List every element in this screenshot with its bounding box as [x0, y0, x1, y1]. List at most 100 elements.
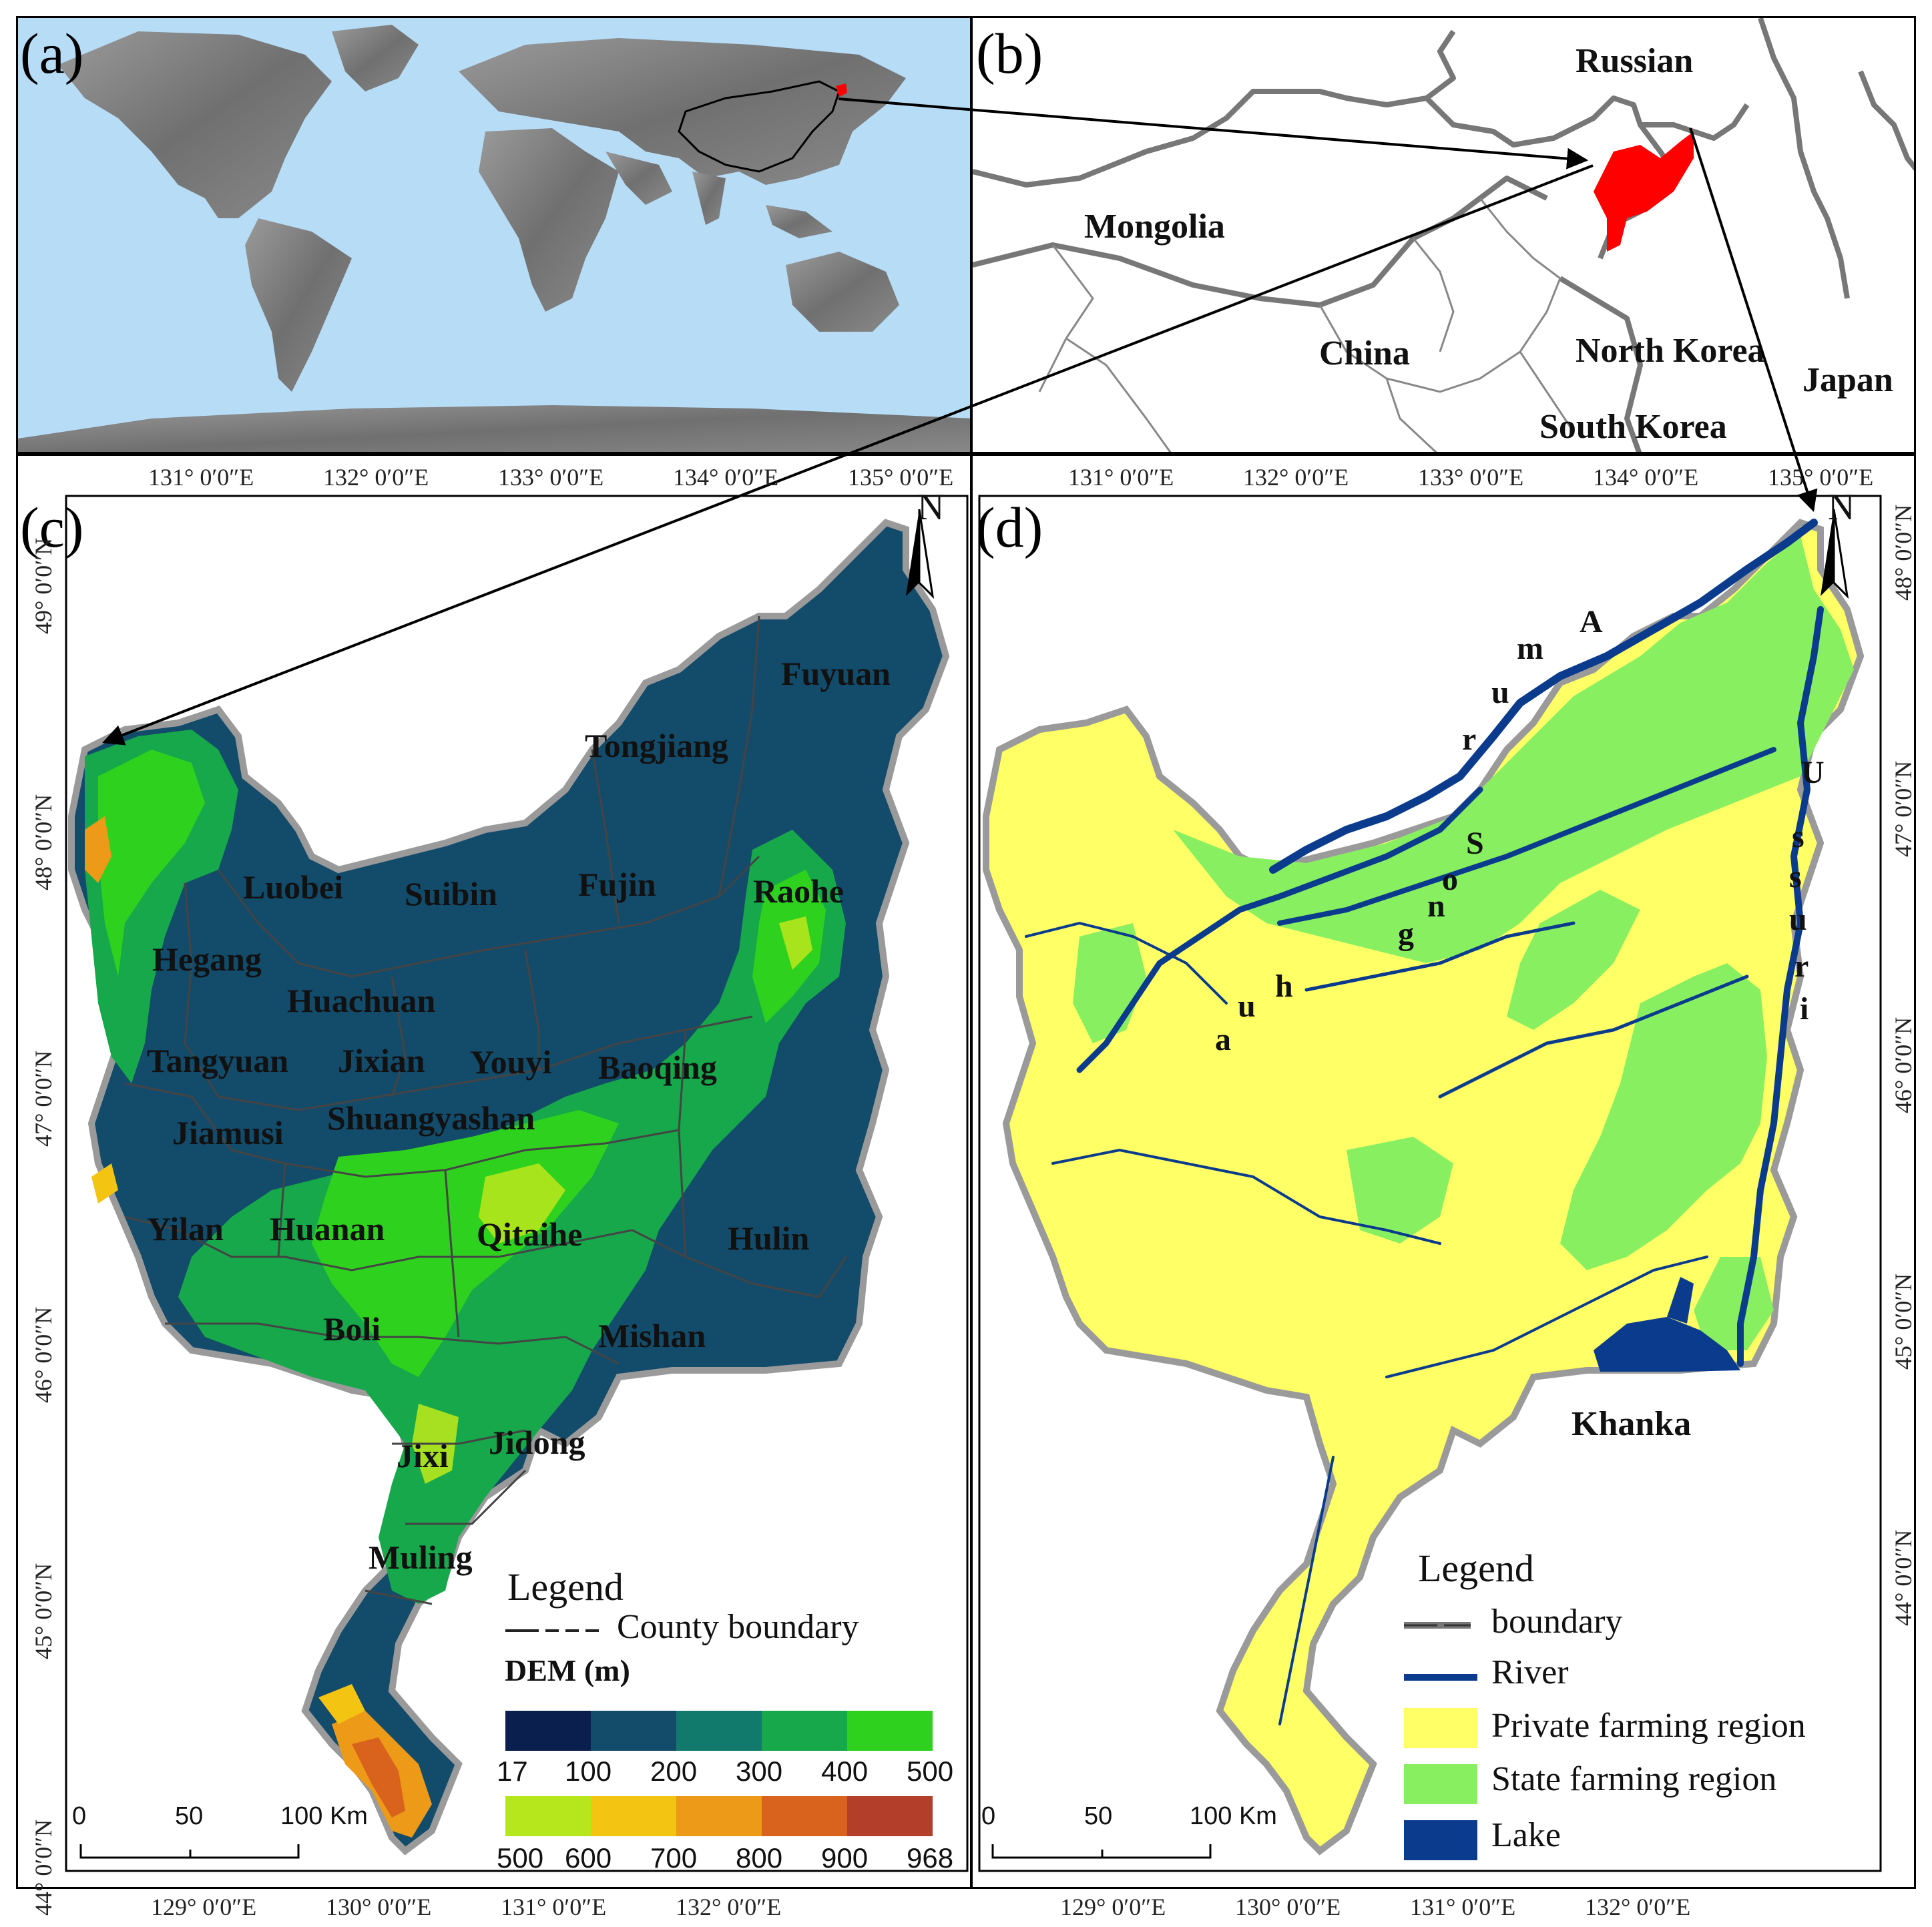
eurasia	[459, 38, 906, 185]
north-america	[58, 31, 332, 218]
legend-d-state: State farming region	[1491, 1760, 1777, 1798]
farming-map	[978, 495, 1882, 1872]
river-ussuri-i: i	[1800, 991, 1809, 1027]
dem-ramp-label-top-1: 100	[565, 1755, 612, 1787]
country-russian: Russian	[1576, 42, 1694, 80]
legend-d-lake: Lake	[1491, 1816, 1561, 1854]
county-shuangyashan: Shuangyashan	[327, 1099, 535, 1137]
river-ussuri-s1: s	[1792, 819, 1804, 854]
county-baoqing: Baoqing	[598, 1049, 717, 1086]
dem-ramp-label-top-0: 17	[497, 1755, 528, 1787]
dem-ramp-label-top-4: 400	[821, 1755, 869, 1787]
river-amur-u: u	[1491, 675, 1509, 710]
county-boundaries	[124, 615, 847, 1605]
river-songhua-u: u	[1238, 989, 1256, 1024]
coord-right-d-3: 45° 0′0″N	[1890, 1273, 1917, 1370]
dem-ramp-top	[505, 1711, 933, 1751]
coord-left-c-2: 47° 0′0″N	[30, 1050, 57, 1147]
county-raohe: Raohe	[753, 872, 844, 910]
north-label-c: N	[917, 487, 945, 528]
county-suibin: Suibin	[405, 875, 498, 912]
coord-top-d-4: 135° 0′0″E	[1768, 464, 1874, 491]
dem-map	[65, 495, 969, 1872]
scale-c-50: 50	[175, 1802, 204, 1830]
coord-bottom-d-1: 130° 0′0″E	[1235, 1894, 1341, 1920]
regional-map	[973, 18, 1914, 452]
rivers	[1025, 519, 1824, 1725]
arrow-b-to-d	[1689, 127, 1818, 513]
coord-top-c-4: 135° 0′0″E	[848, 464, 954, 491]
arrow-a-to-b	[838, 97, 1589, 170]
scale-c-100: 100 Km	[280, 1802, 368, 1830]
country-china: China	[1319, 334, 1410, 372]
legend-c-boundary: County boundary	[617, 1608, 859, 1646]
coord-bottom-d-2: 131° 0′0″E	[1410, 1894, 1516, 1920]
legend-d-river: River	[1491, 1653, 1569, 1691]
ussuri-river	[1737, 606, 1824, 1367]
river-ussuri-r: r	[1794, 948, 1809, 984]
coord-bottom-d-0: 129° 0′0″E	[1060, 1894, 1166, 1920]
county-fujin: Fujin	[578, 866, 656, 903]
coord-top-c-2: 133° 0′0″E	[498, 464, 604, 491]
coord-right-d-4: 44° 0′0″N	[1890, 1529, 1917, 1626]
dem-ramp-label-bottom-3: 800	[736, 1842, 783, 1874]
coord-top-c-1: 132° 0′0″E	[323, 464, 429, 491]
county-jiamusi: Jiamusi	[172, 1114, 284, 1151]
county-muling: Muling	[369, 1539, 473, 1576]
coord-top-c-3: 134° 0′0″E	[673, 464, 779, 491]
dem-ramp-label-bottom-4: 900	[821, 1842, 869, 1874]
legend-d-boundary: boundary	[1491, 1603, 1623, 1641]
coord-bottom-c-2: 131° 0′0″E	[501, 1894, 607, 1920]
legend-d-state-swatch	[1404, 1764, 1477, 1804]
county-yilan: Yilan	[147, 1210, 224, 1248]
south-america	[245, 218, 352, 392]
china-outline	[678, 80, 840, 173]
county-qitaihe: Qitaihe	[477, 1215, 583, 1253]
dem-ramp-label-bottom-2: 700	[650, 1842, 698, 1874]
scale-d-50: 50	[1084, 1802, 1113, 1830]
north-label-d: N	[1828, 487, 1855, 528]
panel-c-dem-map	[16, 454, 972, 1889]
coord-bottom-c-0: 129° 0′0″E	[151, 1894, 257, 1920]
songhua-river	[1076, 786, 1483, 1073]
county-hegang: Hegang	[152, 940, 262, 978]
county-fuyuan: Fuyuan	[781, 655, 891, 692]
scale-c-0: 0	[72, 1802, 87, 1830]
county-tangyuan: Tangyuan	[147, 1042, 289, 1079]
coord-bottom-c-3: 132° 0′0″E	[676, 1894, 782, 1920]
coord-right-d-2: 46° 0′0″N	[1890, 1017, 1917, 1113]
coord-bottom-d-3: 132° 0′0″E	[1585, 1894, 1691, 1920]
coord-left-c-3: 46° 0′0″N	[30, 1306, 57, 1403]
scalebar-c	[79, 1844, 300, 1859]
coord-left-c-4: 45° 0′0″N	[30, 1563, 57, 1659]
county-jixi: Jixi	[397, 1437, 449, 1474]
legend-c-title: Legend	[507, 1565, 624, 1609]
panel-b-label: (b)	[976, 21, 1043, 85]
river-ussuri-s2: s	[1789, 859, 1802, 894]
county-huanan: Huanan	[270, 1210, 385, 1248]
legend-d-title: Legend	[1418, 1547, 1534, 1590]
north-arrow-c	[906, 509, 935, 599]
coord-top-c-0: 131° 0′0″E	[148, 464, 254, 491]
river-songhua-g: g	[1398, 916, 1414, 952]
legend-d-lake-swatch	[1404, 1820, 1477, 1860]
coord-right-d-0: 48° 0′0″N	[1890, 504, 1917, 601]
river-songhua-a: a	[1215, 1022, 1231, 1057]
dem-ramp-label-bottom-5: 968	[907, 1842, 954, 1874]
greenland	[332, 25, 419, 91]
panel-d-label: (d)	[976, 495, 1043, 559]
coord-top-d-0: 131° 0′0″E	[1068, 464, 1174, 491]
coord-right-d-1: 47° 0′0″N	[1890, 760, 1917, 857]
coord-bottom-c-1: 130° 0′0″E	[326, 1894, 432, 1920]
study-area-red	[1594, 131, 1694, 252]
country-japan: Japan	[1802, 361, 1893, 399]
county-luobei: Luobei	[243, 868, 344, 906]
river-ussuri-u: U	[1801, 755, 1825, 790]
coord-left-c-0: 49° 0′0″N	[30, 537, 57, 634]
australia	[786, 252, 899, 332]
legend-d-private-swatch	[1404, 1708, 1477, 1748]
state-farming-region	[1073, 536, 1854, 1350]
river-ussuri-u2: u	[1789, 902, 1807, 937]
coord-top-d-2: 133° 0′0″E	[1418, 464, 1524, 491]
